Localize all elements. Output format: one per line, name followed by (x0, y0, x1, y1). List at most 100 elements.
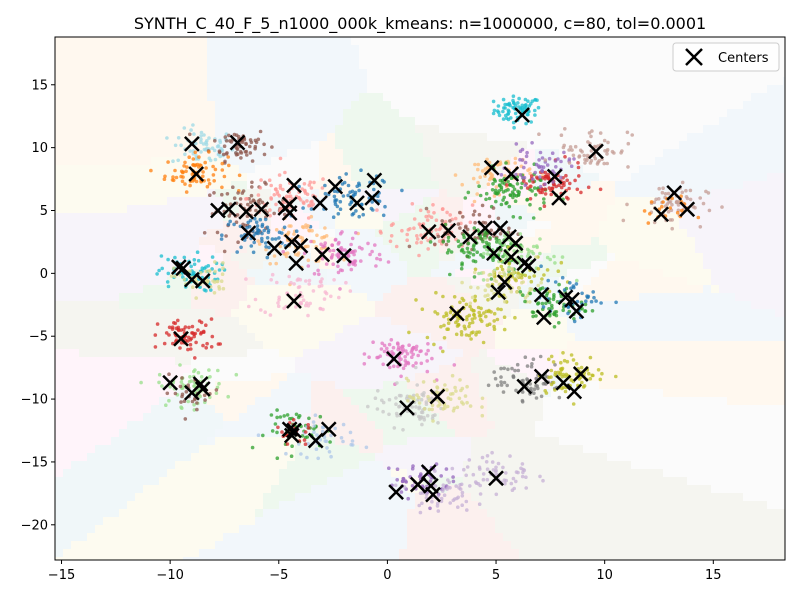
voronoi-cell (167, 285, 176, 294)
voronoi-cell (143, 381, 152, 390)
voronoi-cell (623, 61, 632, 70)
voronoi-cell (527, 237, 536, 246)
voronoi-cell (175, 485, 184, 494)
voronoi-cell (151, 269, 160, 278)
voronoi-cell (55, 541, 64, 550)
voronoi-cell (487, 405, 496, 414)
voronoi-cell (495, 517, 504, 526)
voronoi-cell (327, 117, 336, 126)
voronoi-cell (167, 293, 176, 302)
voronoi-cell (79, 373, 88, 382)
voronoi-cell (295, 237, 304, 246)
voronoi-cell (239, 373, 248, 382)
voronoi-cell (223, 101, 232, 110)
voronoi-cell (303, 333, 312, 342)
voronoi-cell (191, 493, 200, 502)
voronoi-cell (423, 309, 432, 318)
voronoi-cell (423, 429, 432, 438)
voronoi-cell (519, 509, 528, 518)
voronoi-cell (407, 221, 416, 230)
voronoi-cell (159, 45, 168, 54)
voronoi-cell (231, 469, 240, 478)
voronoi-cell (151, 69, 160, 78)
voronoi-cell (599, 317, 608, 326)
voronoi-cell (383, 205, 392, 214)
voronoi-cell (655, 301, 664, 310)
voronoi-cell (591, 341, 600, 350)
voronoi-cell (615, 173, 624, 182)
voronoi-cell (311, 69, 320, 78)
voronoi-cell (551, 237, 560, 246)
voronoi-cell (95, 493, 104, 502)
voronoi-cell (151, 541, 160, 550)
voronoi-cell (247, 189, 256, 198)
voronoi-cell (391, 85, 400, 94)
voronoi-cell (103, 109, 112, 118)
voronoi-cell (247, 333, 256, 342)
voronoi-cell (591, 493, 600, 502)
voronoi-cell (135, 309, 144, 318)
voronoi-cell (87, 125, 96, 134)
voronoi-cell (543, 413, 552, 422)
voronoi-cell (231, 85, 240, 94)
voronoi-cell (535, 525, 544, 534)
voronoi-cell (183, 181, 192, 190)
voronoi-cell (527, 189, 536, 198)
voronoi-cell (639, 349, 648, 358)
voronoi-cell (263, 37, 272, 46)
voronoi-cell (519, 293, 528, 302)
voronoi-cell (199, 517, 208, 526)
voronoi-cell (559, 221, 568, 230)
voronoi-cell (151, 93, 160, 102)
voronoi-cell (63, 61, 72, 70)
voronoi-cell (551, 69, 560, 78)
voronoi-cell (599, 165, 608, 174)
voronoi-cell (431, 213, 440, 222)
voronoi-cell (159, 221, 168, 230)
voronoi-cell (551, 133, 560, 142)
voronoi-cell (367, 541, 376, 550)
voronoi-cell (519, 237, 528, 246)
voronoi-cell (127, 69, 136, 78)
voronoi-cell (615, 445, 624, 454)
voronoi-cell (591, 541, 600, 550)
voronoi-cell (311, 93, 320, 102)
voronoi-cell (519, 133, 528, 142)
voronoi-cell (383, 221, 392, 230)
voronoi-cell (415, 453, 424, 462)
voronoi-cell (391, 93, 400, 102)
voronoi-cell (383, 117, 392, 126)
voronoi-cell (399, 269, 408, 278)
voronoi-cell (359, 229, 368, 238)
voronoi-cell (263, 205, 272, 214)
voronoi-cell (351, 221, 360, 230)
voronoi-cell (343, 477, 352, 486)
voronoi-cell (503, 397, 512, 406)
voronoi-cell (167, 317, 176, 326)
voronoi-cell (255, 333, 264, 342)
voronoi-cell (455, 133, 464, 142)
voronoi-cell (431, 381, 440, 390)
voronoi-cell (111, 341, 120, 350)
voronoi-cell (343, 541, 352, 550)
voronoi-cell (55, 269, 64, 278)
voronoi-cell (79, 485, 88, 494)
voronoi-cell (271, 437, 280, 446)
voronoi-cell (95, 61, 104, 70)
voronoi-cell (191, 509, 200, 518)
voronoi-cell (319, 413, 328, 422)
voronoi-cell (447, 133, 456, 142)
voronoi-cell (415, 109, 424, 118)
voronoi-cell (159, 341, 168, 350)
voronoi-cell (599, 365, 608, 374)
voronoi-cell (399, 373, 408, 382)
voronoi-cell (135, 109, 144, 118)
voronoi-cell (375, 213, 384, 222)
voronoi-cell (567, 365, 576, 374)
voronoi-cell (167, 421, 176, 430)
voronoi-cell (207, 405, 216, 414)
voronoi-cell (279, 69, 288, 78)
voronoi-cell (639, 61, 648, 70)
voronoi-cell (383, 469, 392, 478)
voronoi-cell (183, 237, 192, 246)
